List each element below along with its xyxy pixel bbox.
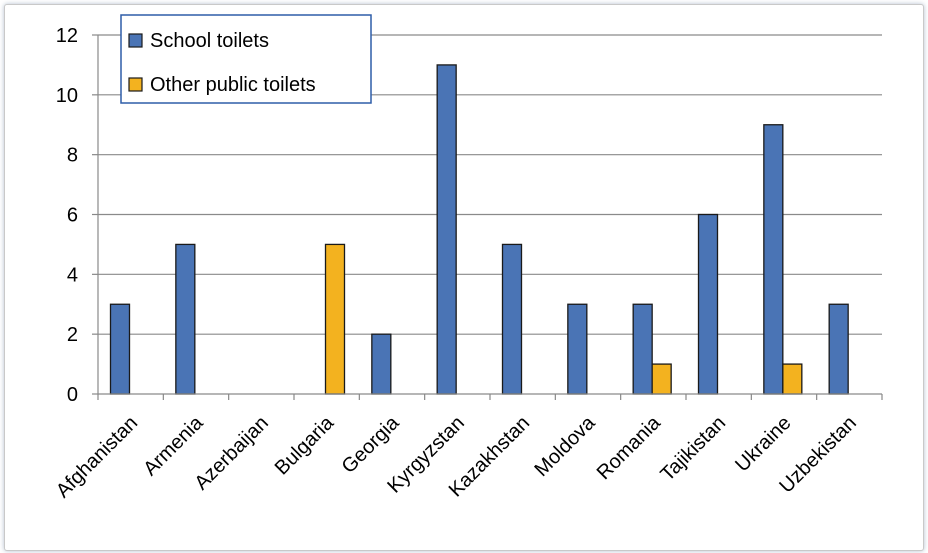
bar-other-public-toilets-ukraine [782, 363, 803, 395]
x-tick-label: Moldova [531, 411, 601, 481]
legend-swatch-school-toilets [128, 33, 143, 48]
x-tick-label: Tajikistan [656, 412, 730, 486]
legend-swatch-other-public-toilets [128, 77, 143, 92]
legend-box [120, 14, 372, 104]
bar-school-toilets-romania [632, 303, 653, 395]
bar-school-toilets-afghanistan [109, 303, 131, 395]
y-tick-label: 0 [67, 384, 78, 406]
bar-school-toilets-georgia [371, 333, 392, 395]
y-tick-label: 12 [56, 25, 78, 47]
bars [109, 64, 849, 395]
legend: School toilets Other public toilets [120, 14, 372, 104]
bar-school-toilets-kazakhstan [501, 243, 523, 395]
x-tick-label: Afghanistan [52, 412, 142, 502]
legend-label-school-toilets: School toilets [150, 30, 269, 52]
x-tick-label: Armenia [139, 411, 208, 480]
y-tick-label: 6 [67, 205, 78, 227]
legend-label-other-public-toilets: Other public toilets [150, 74, 316, 96]
y-tick-label: 8 [67, 145, 78, 167]
x-tick-label: Romania [593, 411, 666, 484]
x-tick-label: Ukraine [731, 412, 795, 476]
bar-school-toilets-moldova [567, 303, 588, 395]
bar-school-toilets-ukraine [763, 124, 784, 395]
bar-school-toilets-uzbekistan [828, 303, 849, 395]
bar-other-public-toilets-bulgaria [324, 243, 346, 395]
y-tick-label: 2 [67, 324, 78, 346]
axes [92, 34, 883, 400]
bar-other-public-toilets-romania [651, 363, 672, 395]
x-tick-label: Georgia [338, 411, 404, 477]
bar-school-toilets-armenia [175, 243, 196, 395]
y-tick-labels: 0 2 4 6 8 10 12 [56, 25, 78, 406]
y-tick-label: 4 [67, 264, 78, 286]
x-tick-label: Bulgaria [271, 411, 339, 479]
bar-school-toilets-kyrgyzstan [436, 64, 457, 395]
bar-school-toilets-tajikistan [697, 213, 719, 395]
y-tick-label: 10 [56, 85, 78, 107]
